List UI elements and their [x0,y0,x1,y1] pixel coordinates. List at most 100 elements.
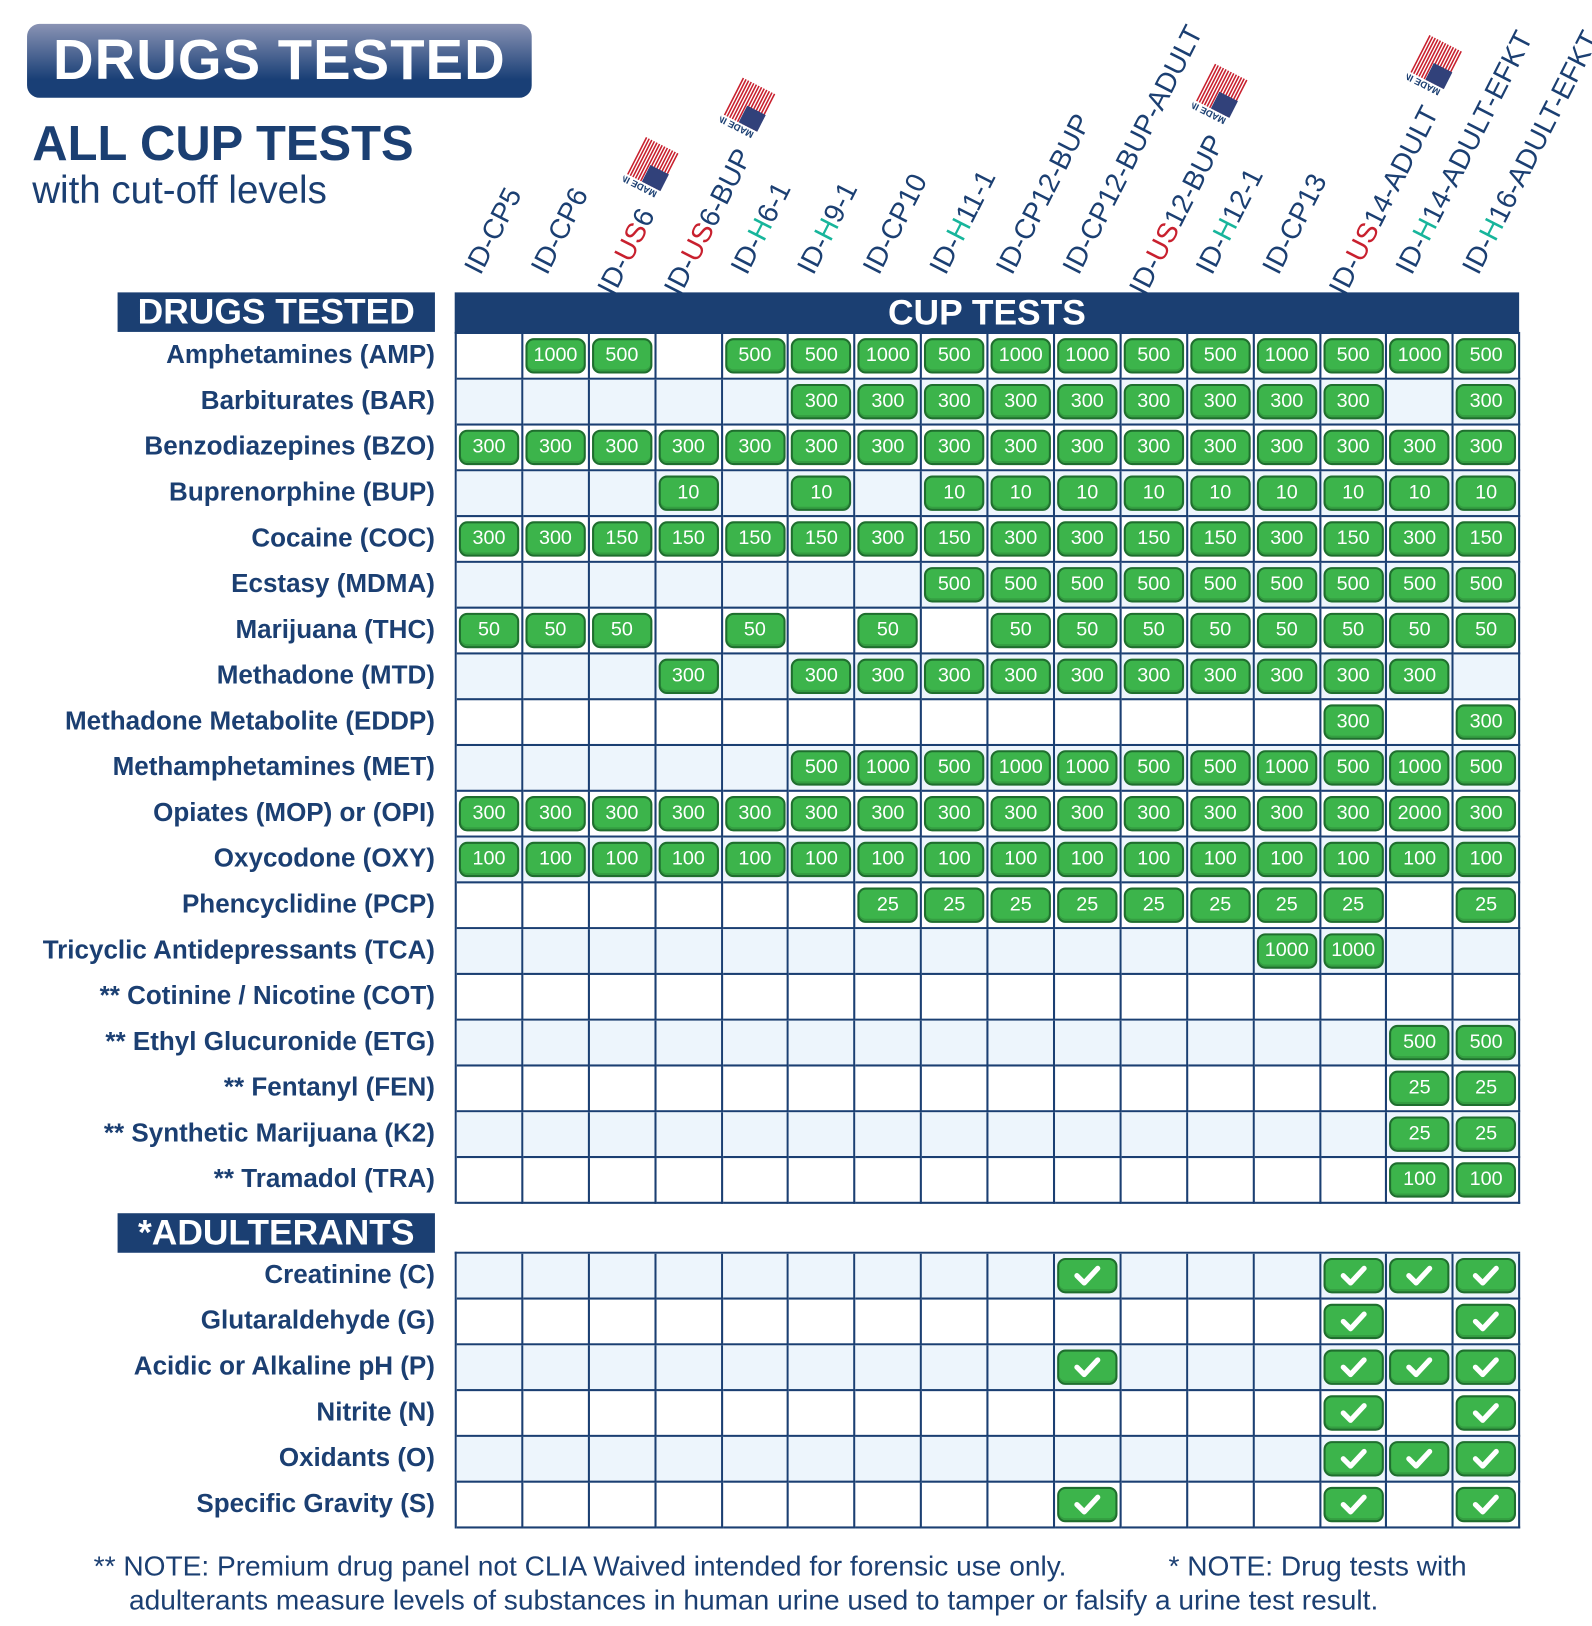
table-cell [456,974,524,1021]
checkmark-icon [1323,1257,1384,1294]
table-cell [456,1020,524,1067]
cutoff-badge: 300 [857,795,919,832]
table-cell [1188,1345,1255,1392]
table-cell: 10 [1188,471,1255,518]
table-cell [1188,1391,1255,1437]
cutoff-badge: 100 [658,841,719,878]
cutoff-badge: 500 [924,338,985,374]
table-cell [656,1066,723,1113]
cutoff-badge: 50 [1256,612,1317,649]
cutoff-badge: 300 [1455,383,1517,420]
cutoff-badge: 50 [1389,612,1450,649]
column-suffix: CP13 [1272,168,1333,246]
cutoff-badge: 300 [1256,521,1317,557]
cutoff-badge: 500 [1057,567,1118,603]
table-cell [1188,974,1255,1021]
table-cell [855,974,923,1021]
cutoff-badge: 300 [857,383,919,420]
table-row: 500 500 [456,1020,1521,1067]
cutoff-badge: 300 [525,521,586,557]
table-cell [1254,1020,1321,1067]
table-cell [456,1391,524,1437]
table-cell: 10 [988,471,1056,518]
cutoff-badge: 500 [990,567,1051,603]
cutoff-badge: 100 [724,841,786,878]
table-cell: 300 [523,791,590,838]
table-cell: 150 [589,517,657,563]
cutoff-badge: 150 [1323,521,1384,557]
table-cell [456,562,524,609]
table-cell [1254,1436,1321,1483]
table-cell: 500 [1387,1020,1454,1067]
drug-label: Methadone Metabolite (EDDP) [64,706,435,736]
table-cell [922,1020,989,1067]
cutoff-badge: 300 [1256,383,1317,420]
table-row: 300 300 [456,700,1521,747]
table-cell [1254,1482,1321,1529]
cutoff-badge: 500 [924,567,985,603]
table-cell [656,1158,723,1204]
table-cell [589,746,657,792]
table-cell [1055,1020,1122,1067]
table-row [456,974,1521,1021]
subtitle-cutoff: with cut-off levels [32,168,327,212]
cutoff-badge: 150 [924,521,985,557]
table-cell [523,700,590,747]
made-in-usa-flag-icon: MADE IN [1187,61,1257,137]
table-cell: 500 [922,334,989,380]
cutoff-badge: 50 [1190,612,1251,649]
cutoff-badge: 300 [1190,658,1251,695]
cutoff-badge: 50 [857,612,919,649]
table-cell [1121,929,1189,975]
table-cell: 300 [1055,379,1122,426]
cutoff-badge: 150 [1190,521,1251,557]
table-cell [922,1299,989,1346]
table-cell: 500 [589,334,657,380]
table-cell: 150 [1121,517,1189,563]
table-cell: 10 [789,471,856,518]
cutoff-badge: 300 [1256,795,1317,832]
cutoff-badge: 1000 [1256,933,1317,969]
cutoff-badge: 500 [1190,567,1251,603]
table-cell [589,1020,657,1067]
table-cell [1188,1066,1255,1113]
cutoff-badge: 10 [1190,475,1251,511]
table-cell: 1000 [988,746,1056,792]
cutoff-badge: 500 [1123,567,1184,603]
table-cell [855,1112,923,1159]
table-cell: 10 [1320,471,1388,518]
cutoff-badge: 300 [525,795,586,832]
table-cell [1320,1158,1388,1204]
table-cell: 25 [922,883,989,930]
cutoff-badge: 50 [525,612,586,649]
checkmark-icon [1323,1303,1384,1340]
table-cell [456,1066,524,1113]
cutoff-badge: 500 [1323,750,1384,786]
drug-label: ** Fentanyl (FEN) [223,1072,435,1102]
cutoff-badge: 300 [1323,795,1384,832]
table-cell [456,1158,524,1204]
column-header-text: ID-H9-1 [791,177,863,279]
table-cell: 300 [722,791,790,838]
table-cell [456,1345,524,1392]
cutoff-badge: 100 [857,841,919,878]
table-row [456,1253,1521,1300]
cutoff-badge: 25 [857,887,919,923]
table-cell [922,1482,989,1529]
table-cell: 300 [1387,654,1454,701]
table-cell [1320,1391,1388,1437]
checkmark-icon [1323,1349,1384,1385]
made-in-usa-flag-icon: MADE IN [617,135,687,211]
checkmark-icon [1389,1441,1450,1477]
table-cell: 300 [922,654,989,701]
made-in-usa-flag-icon: MADE IN [714,75,784,151]
column-header-text: ID-CP5 [458,183,528,279]
table-cell [1453,654,1521,701]
table-cell: 300 [988,379,1056,426]
table-cell [1320,974,1388,1021]
cutoff-badge: 150 [791,521,852,557]
table-cell [456,379,524,426]
table-cell: 500 [1188,562,1255,609]
cutoff-badge: 300 [791,658,852,695]
